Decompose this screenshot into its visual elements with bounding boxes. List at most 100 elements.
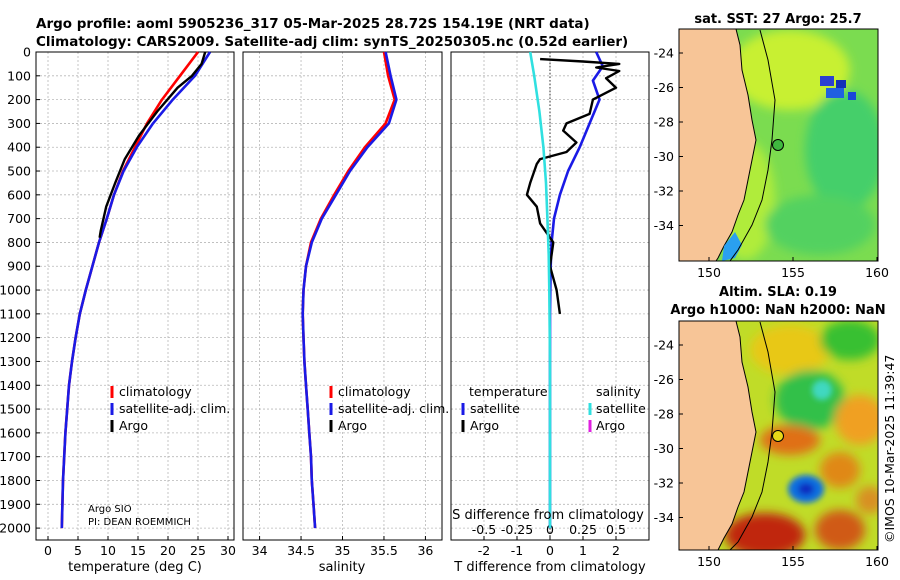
sla-float-marker — [772, 430, 784, 442]
series-s-satellite — [528, 51, 552, 529]
series-satellite-adj-clim- — [301, 51, 398, 529]
map-lat-label: -32 — [654, 184, 674, 199]
depth-tick-label: 400 — [7, 140, 31, 155]
temperature-axis-label: temperature (deg C) — [68, 560, 202, 575]
s-diff-tick-label: -0.25 — [501, 522, 533, 537]
difference-panel: -2 -1 0 1 2 -0.5 -0.25 0 0.25 0.5 T difference f… — [450, 51, 650, 575]
map-lat-label: -30 — [654, 441, 674, 456]
depth-tick-label: 700 — [7, 211, 31, 226]
map-lon-label: 155 — [781, 265, 805, 280]
depth-tick-label: 900 — [7, 259, 31, 274]
x-tick-label: 5 — [74, 543, 82, 558]
sst-map-title: sat. SST: 27 Argo: 25.7 — [694, 12, 861, 27]
depth-tick-label: 300 — [7, 116, 31, 131]
map-lon-label: 150 — [697, 265, 721, 280]
temperature-gridlines — [36, 51, 234, 540]
x-tick-label: 20 — [160, 543, 176, 558]
sla-coastline — [679, 321, 757, 550]
depth-tick-label: 800 — [7, 235, 31, 250]
depth-tick-label: 1700 — [0, 449, 31, 464]
depth-tick-label: 1400 — [0, 378, 31, 393]
salinity-gridlines — [243, 51, 442, 540]
sla-contour — [729, 321, 776, 550]
temperature-panel: 0100200300400500600700800900100011001200… — [0, 45, 236, 576]
depth-tick-label: 1800 — [0, 473, 31, 488]
series-t-argo — [525, 57, 621, 315]
salinity-axis-label: salinity — [319, 560, 366, 575]
legend-t-argo: Argo — [470, 418, 499, 433]
sla-map-subtitle: Argo h1000: NaN h2000: NaN — [670, 303, 885, 318]
map-lat-label: -34 — [654, 218, 674, 233]
depth-tick-label: 500 — [7, 164, 31, 179]
s-difference-axis-label: S difference from climatology — [452, 508, 644, 523]
difference-gridlines — [451, 51, 649, 540]
s-diff-tick-label: 0 — [546, 522, 554, 537]
map-lat-label: -26 — [654, 80, 674, 95]
difference-legend: temperature satellite Argo salinity sate… — [461, 384, 646, 433]
sla-map-ticks: -24 -26 -28 -30 -32 -34 150 155 160 — [654, 338, 889, 570]
x-tick-label: 34.5 — [287, 543, 315, 558]
legend-temperature-title: temperature — [469, 384, 548, 399]
x-tick-label: 0 — [44, 543, 52, 558]
s-diff-tick-label: 0.25 — [569, 522, 597, 537]
sst-map-ticks: -24 -26 -28 -30 -32 -34 150 155 160 — [654, 46, 889, 281]
legend-s-argo: Argo — [596, 418, 625, 433]
temperature-series — [60, 51, 212, 529]
sla-map-title: Altim. SLA: 0.19 — [719, 285, 837, 300]
depth-tick-label: 1200 — [0, 330, 31, 345]
legend-argo: Argo — [119, 418, 148, 433]
legend-climatology: climatology — [338, 384, 411, 399]
sst-map: sat. SST: 27 Argo: 25.7 -24-26-28-30-32-… — [654, 12, 889, 280]
salinity-panel: 34 34.5 35 35.5 36 salinity climatology sate… — [242, 51, 449, 575]
series-satellite-adj-clim- — [60, 51, 212, 529]
map-lon-label: 155 — [781, 554, 805, 569]
x-tick-label: 15 — [130, 543, 146, 558]
map-lon-label: 150 — [697, 554, 721, 569]
depth-tick-label: 1500 — [0, 402, 31, 417]
x-tick-label: 36 — [417, 543, 433, 558]
legend-s-satellite: satellite — [596, 401, 646, 416]
sla-map-frame — [678, 320, 879, 551]
salinity-series — [301, 51, 398, 529]
title-line-1: Argo profile: aoml 5905236_317 05-Mar-20… — [36, 16, 590, 32]
map-lat-label: -28 — [654, 407, 674, 422]
temperature-axes-box — [35, 51, 235, 541]
depth-tick-label: 1600 — [0, 425, 31, 440]
t-difference-tick-labels: -2 -1 0 1 2 — [478, 536, 620, 558]
temperature-tick-labels: 0 5 10 15 20 25 30 — [44, 536, 236, 558]
s-difference-tick-labels: -0.5 -0.25 0 0.25 0.5 — [472, 522, 626, 537]
depth-tick-label: 600 — [7, 187, 31, 202]
map-lat-label: -24 — [654, 338, 674, 353]
map-lat-label: -24 — [654, 46, 674, 61]
legend-climatology: climatology — [119, 384, 192, 399]
map-lat-label: -26 — [654, 372, 674, 387]
sst-contour — [729, 29, 776, 261]
legend-argo: Argo — [338, 418, 367, 433]
x-tick-label: 35.5 — [370, 543, 398, 558]
legend-salinity-title: salinity — [596, 384, 641, 399]
map-lat-label: -28 — [654, 115, 674, 130]
sst-float-marker — [772, 139, 784, 151]
x-tick-label: 0 — [546, 543, 554, 558]
legend-satellite: satellite-adj. clim. — [119, 401, 230, 416]
copyright-stamp: ©IMOS 10-Mar-2025 11:39:47 — [882, 355, 897, 543]
x-tick-label: 34 — [252, 543, 268, 558]
x-tick-label: 10 — [100, 543, 116, 558]
x-tick-label: 25 — [190, 543, 206, 558]
s-diff-tick-label: -0.5 — [472, 522, 496, 537]
map-lon-label: 160 — [865, 265, 889, 280]
depth-tick-label: 0 — [23, 45, 31, 60]
x-tick-label: 1 — [579, 543, 587, 558]
legend-satellite: satellite-adj. clim. — [338, 401, 449, 416]
depth-tick-label: 1300 — [0, 354, 31, 369]
t-difference-axis-label: T difference from climatology — [453, 560, 646, 575]
x-tick-label: 35 — [335, 543, 351, 558]
sst-coastline — [679, 29, 757, 261]
legend-t-satellite: satellite — [470, 401, 520, 416]
sst-map-frame — [678, 28, 879, 262]
depth-tick-label: 100 — [7, 68, 31, 83]
depth-tick-label: 1000 — [0, 283, 31, 298]
s-diff-tick-label: 0.5 — [606, 522, 626, 537]
sla-map: Altim. SLA: 0.19 Argo h1000: NaN h2000: … — [654, 285, 889, 569]
